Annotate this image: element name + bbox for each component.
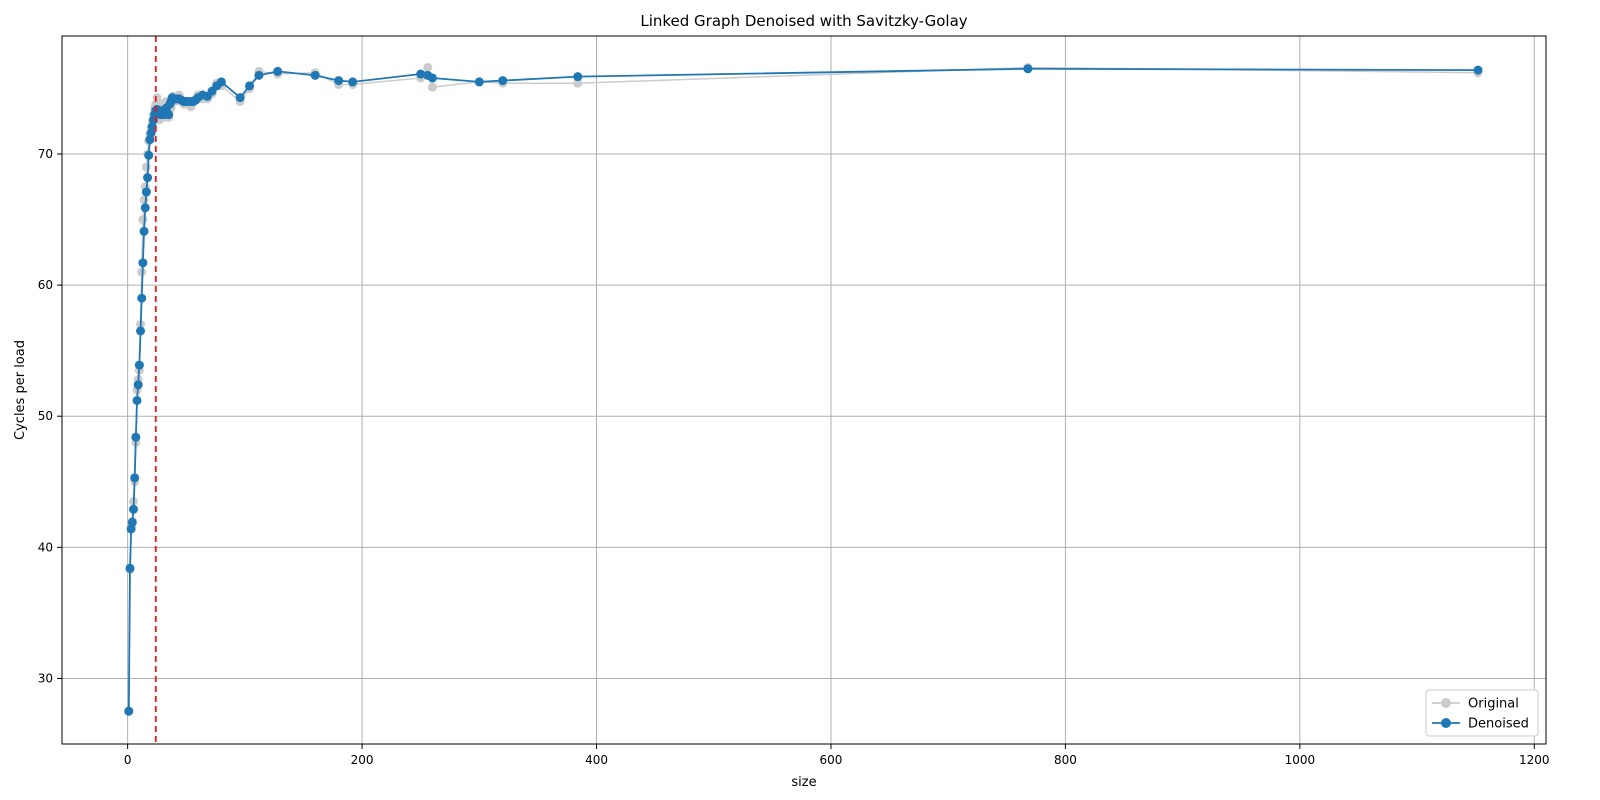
x-tick-label: 400: [585, 753, 608, 767]
point-denoised: [245, 81, 255, 91]
point-denoised: [136, 326, 146, 336]
x-tick-label: 800: [1054, 753, 1077, 767]
y-tick-label: 70: [38, 147, 53, 161]
point-denoised: [348, 77, 358, 87]
point-denoised: [216, 77, 226, 87]
legend-box: [1425, 689, 1539, 737]
x-tick-label: 1000: [1285, 753, 1316, 767]
x-axis-label: size: [791, 775, 816, 790]
point-denoised: [310, 70, 320, 80]
legend: Original Denoised: [1425, 689, 1539, 737]
point-denoised: [133, 380, 143, 390]
x-tick-label: 0: [124, 753, 132, 767]
y-tick-label: 50: [38, 409, 53, 423]
point-denoised: [498, 76, 508, 86]
point-denoised: [254, 70, 264, 80]
point-denoised: [1023, 64, 1033, 74]
point-denoised: [138, 258, 148, 268]
point-denoised: [139, 226, 149, 236]
point-original: [141, 162, 151, 172]
point-original: [139, 195, 149, 205]
point-original: [423, 62, 433, 72]
point-denoised: [334, 76, 344, 86]
point-denoised: [144, 150, 154, 160]
x-axis: 0 200 400 600 800 1000 1200: [124, 744, 1550, 767]
point-denoised: [131, 432, 141, 442]
chart-title: Linked Graph Denoised with Savitzky-Gola…: [640, 12, 967, 30]
point-denoised: [125, 563, 135, 573]
y-tick-label: 40: [38, 540, 53, 554]
grid: [62, 36, 1546, 744]
y-tick-label: 30: [38, 671, 53, 685]
legend-label-denoised: Denoised: [1468, 717, 1529, 732]
point-denoised: [130, 473, 140, 483]
point-original: [427, 82, 437, 92]
point-denoised: [427, 73, 437, 83]
point-original: [573, 78, 583, 88]
point-denoised: [129, 504, 139, 514]
plot-area: [124, 36, 1483, 744]
point-denoised: [474, 77, 484, 87]
y-tick-label: 60: [38, 278, 53, 292]
y-axis-label: Cycles per load: [13, 340, 28, 440]
point-denoised: [124, 706, 134, 716]
point-denoised: [137, 293, 147, 303]
point-denoised: [141, 187, 151, 197]
point-denoised: [273, 66, 283, 76]
point-denoised: [132, 395, 142, 405]
legend-marker-denoised: [1441, 718, 1451, 728]
y-axis: 30 40 50 60 70: [38, 147, 62, 685]
point-denoised: [140, 203, 150, 213]
x-tick-label: 200: [351, 753, 374, 767]
point-denoised: [127, 517, 137, 527]
point-denoised: [134, 360, 144, 370]
x-tick-label: 1200: [1519, 753, 1550, 767]
point-denoised: [1473, 65, 1483, 75]
x-tick-label: 600: [820, 753, 843, 767]
legend-label-original: Original: [1468, 697, 1519, 712]
point-denoised: [235, 93, 245, 103]
point-denoised: [143, 173, 153, 183]
point-denoised: [164, 110, 174, 120]
point-original: [138, 215, 148, 225]
point-denoised: [416, 69, 426, 79]
legend-marker-original: [1441, 698, 1451, 708]
point-denoised: [573, 72, 583, 82]
point-original: [152, 93, 162, 103]
plot-frame: [61, 35, 1547, 745]
series-denoised: [124, 64, 1483, 716]
